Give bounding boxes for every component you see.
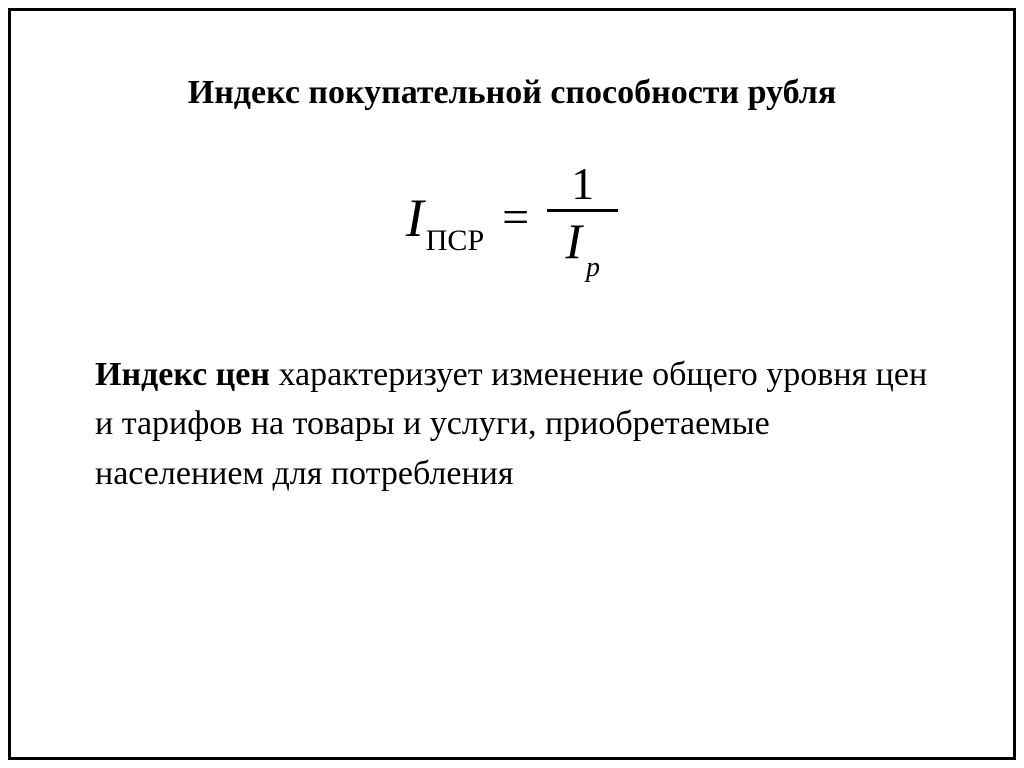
formula-fraction: 1 I p (547, 161, 618, 266)
description-bold-lead: Индекс цен (95, 356, 270, 393)
description-paragraph: Индекс цен характеризует изменение общег… (71, 350, 953, 498)
formula-denom-subscript: p (586, 254, 600, 282)
formula-lhs: I ПСР (406, 187, 484, 249)
formula-lhs-var: I (406, 187, 424, 249)
formula-numerator: 1 (547, 161, 618, 209)
formula-denom-var: I (565, 216, 582, 266)
formula-equals: = (502, 190, 529, 245)
formula-denominator: I p (565, 212, 600, 266)
formula-lhs-subscript: ПСР (426, 224, 484, 258)
slide-frame: Индекс покупательной способности рубля I… (8, 8, 1016, 760)
formula: I ПСР = 1 I p (71, 165, 953, 270)
slide-title: Индекс покупательной способности рубля (71, 71, 953, 115)
